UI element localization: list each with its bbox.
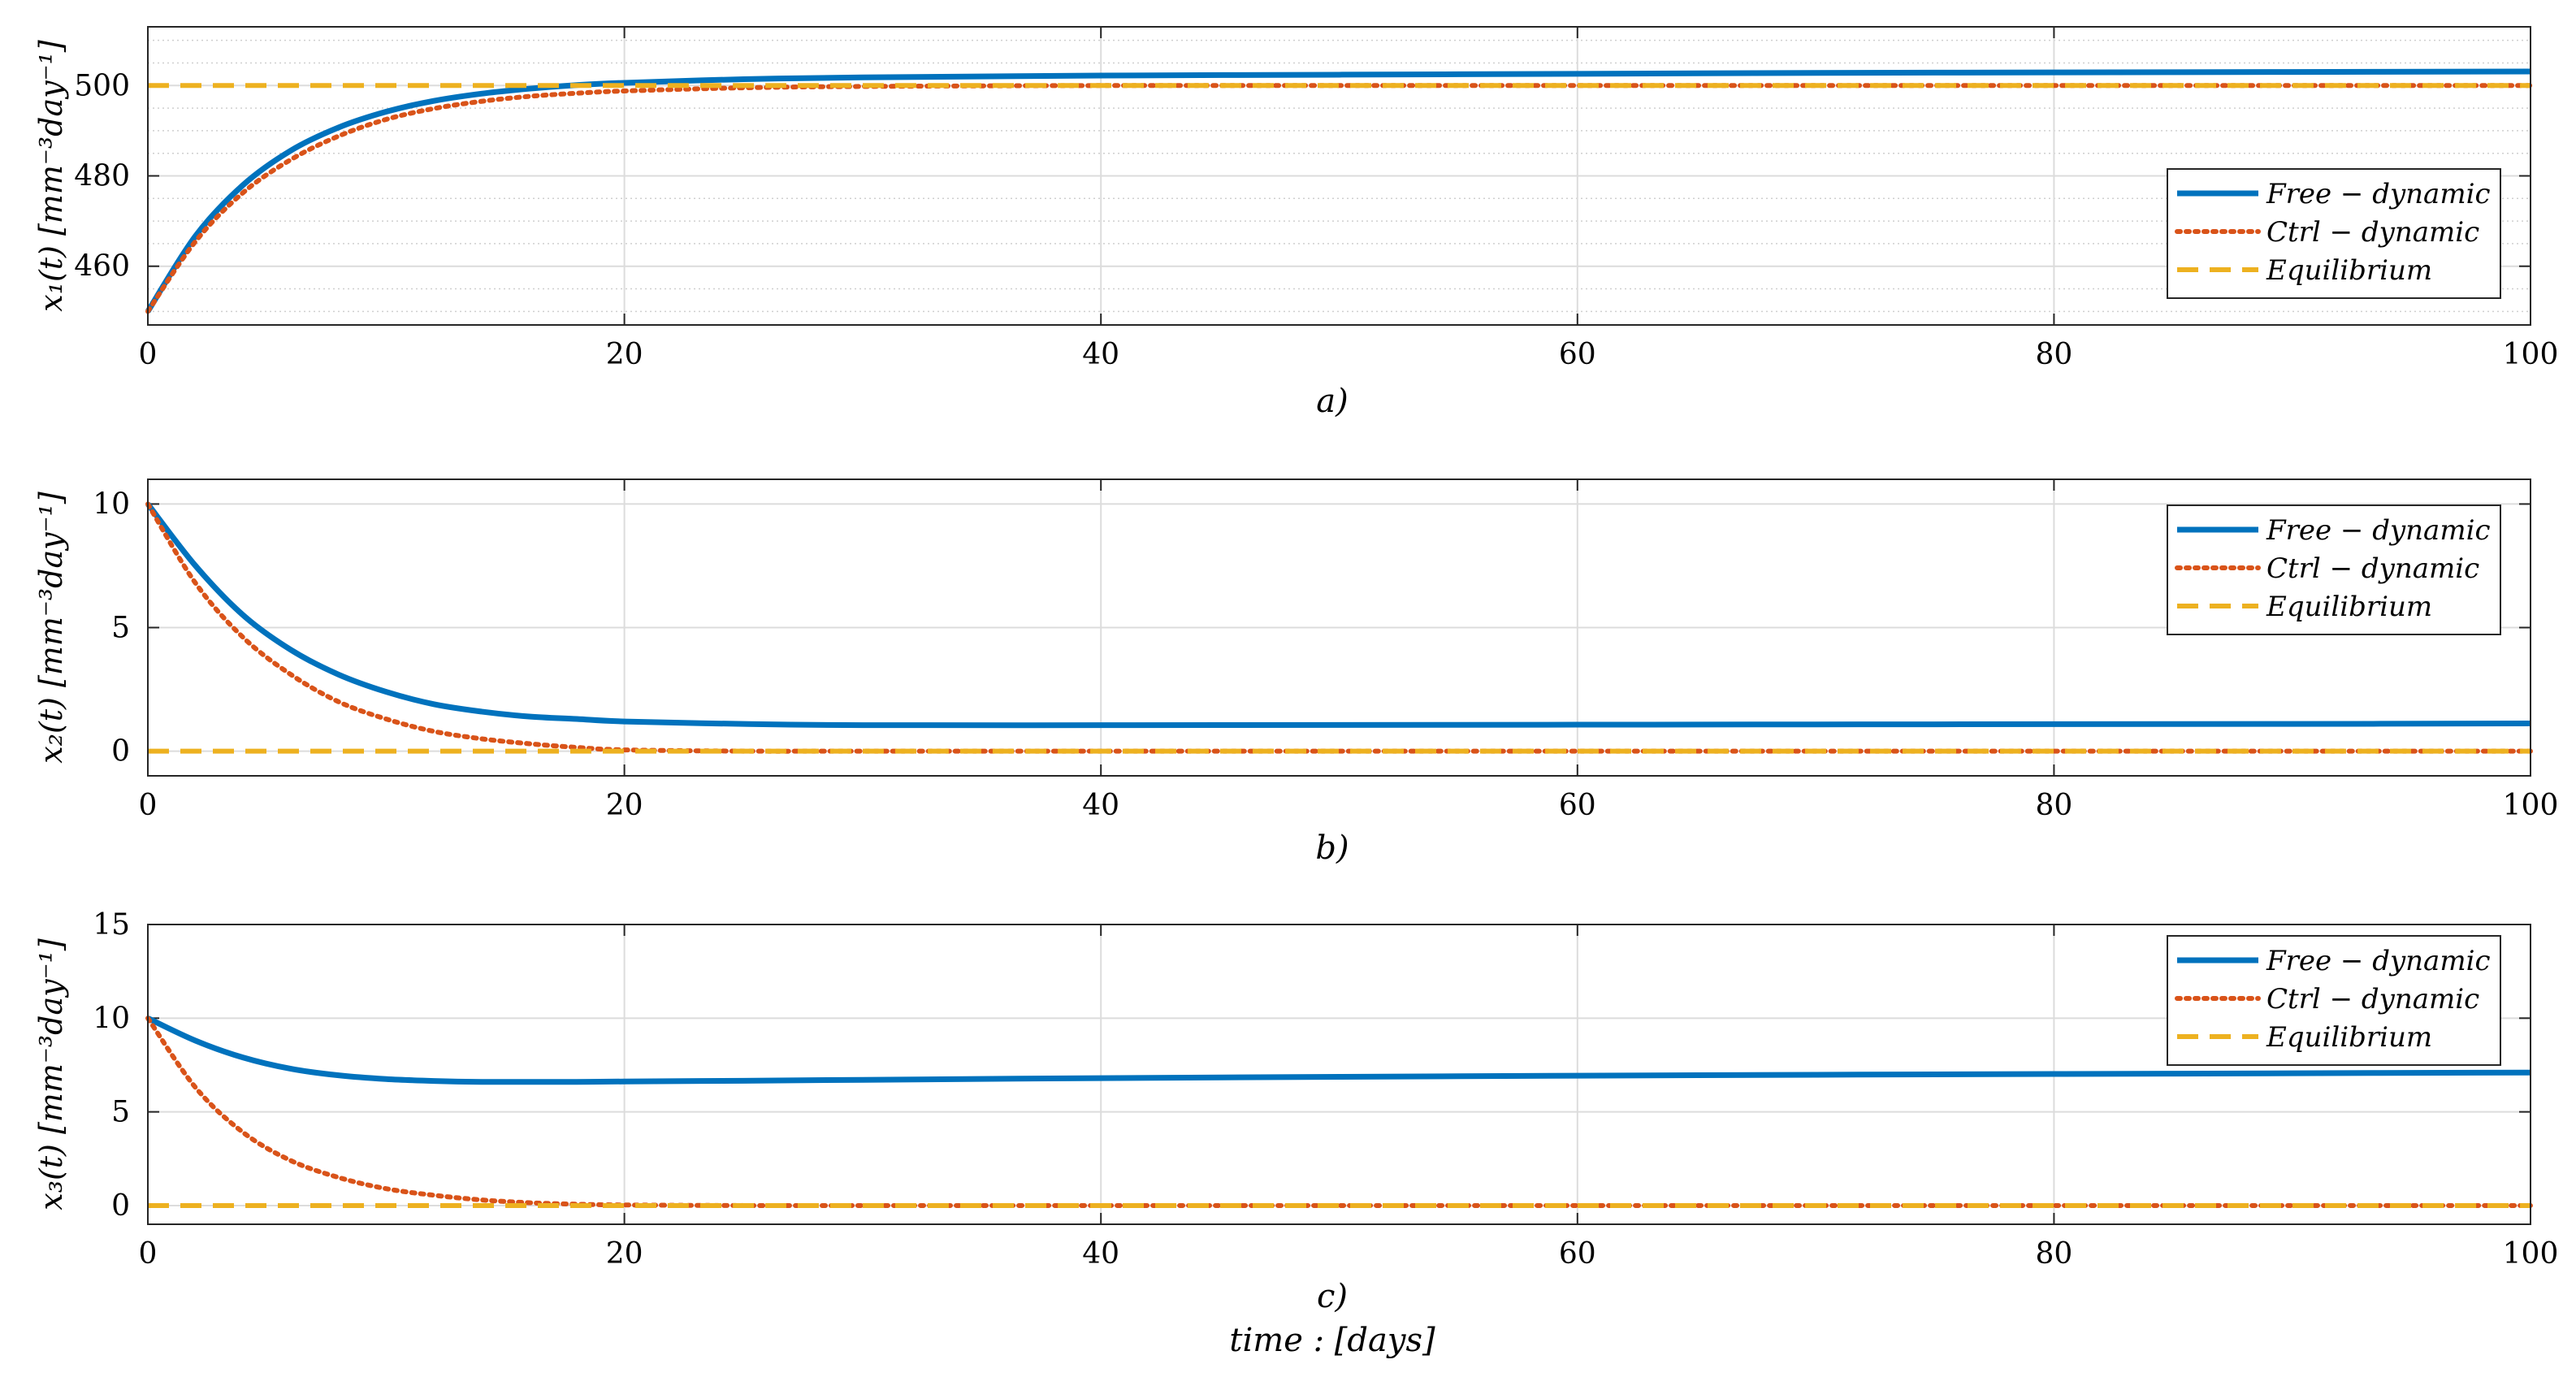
y-axis-title: x₂(t) [mm⁻³day⁻¹]	[33, 491, 69, 764]
y-tick-label: 5	[111, 1096, 130, 1129]
axes-box	[147, 478, 2531, 777]
legend: Free − dynamic Ctrl − dynamic Equilibrium	[2167, 168, 2501, 299]
y-tick-label: 10	[93, 487, 130, 521]
x-tick-label: 20	[606, 338, 643, 371]
x-tick-label: 20	[606, 789, 643, 822]
y-tick-label: 0	[111, 735, 130, 769]
series-line-free-dynamic	[145, 502, 2531, 729]
legend-label: Free − dynamic	[2266, 514, 2491, 547]
x-tick-label: 60	[1559, 789, 1596, 822]
y-tick-label: 10	[93, 1002, 130, 1035]
legend-label: Ctrl − dynamic	[2266, 983, 2479, 1015]
x-tick-label: 40	[1082, 338, 1119, 371]
x-tick-label: 80	[2035, 1237, 2072, 1271]
legend-label: Equilibrium	[2266, 591, 2432, 623]
legend-label: Ctrl − dynamic	[2266, 552, 2479, 585]
legend-label: Equilibrium	[2266, 254, 2432, 287]
panel-3: 0 20 40 60 80 100 0 5 10 15 x₃(t) [mm⁻³day⁻¹] Free …	[33, 908, 2558, 1271]
legend: Free − dynamic Ctrl − dynamic Equilibrium	[2167, 504, 2501, 635]
panel-b-label: b)	[1315, 829, 1349, 867]
x-tick-label: 80	[2035, 338, 2072, 371]
x-tick-label: 100	[2503, 1237, 2559, 1271]
y-tick-label: 500	[74, 69, 130, 102]
legend-label: Free − dynamic	[2266, 945, 2491, 977]
y-tick-label: 460	[74, 250, 130, 284]
x-axis-title: time : [days]	[1229, 1322, 1435, 1359]
legend: Free − dynamic Ctrl − dynamic Equilibrium	[2167, 935, 2501, 1066]
legend-label: Equilibrium	[2266, 1021, 2432, 1054]
y-axis-title: x₃(t) [mm⁻³day⁻¹]	[33, 938, 69, 1210]
y-axis-title: x₁(t) [mm⁻³day⁻¹]	[33, 40, 69, 312]
x-tick-label: 0	[139, 1237, 158, 1271]
x-tick-label: 60	[1559, 338, 1596, 371]
panel-c-label: c)	[1317, 1278, 1348, 1315]
x-tick-label: 0	[139, 338, 158, 371]
y-tick-label: 15	[93, 908, 130, 942]
x-tick-label: 20	[606, 1237, 643, 1271]
axes-box	[147, 26, 2531, 326]
legend-label: Ctrl − dynamic	[2266, 216, 2479, 249]
x-tick-label: 0	[139, 789, 158, 822]
x-tick-label: 80	[2035, 789, 2072, 822]
y-tick-label: 480	[74, 160, 130, 193]
panel-a-label: a)	[1316, 383, 1348, 420]
panel-2: 0 20 40 60 80 100 0 5 10 x₂(t) [mm⁻³day⁻¹] Free − …	[33, 478, 2559, 822]
y-tick-label: 5	[111, 612, 130, 645]
x-tick-label: 40	[1082, 1237, 1119, 1271]
x-tick-label: 100	[2503, 338, 2559, 371]
x-tick-label: 100	[2503, 789, 2559, 822]
series-line-free-dynamic	[145, 68, 2531, 314]
x-tick-label: 40	[1082, 789, 1119, 822]
y-tick-label: 0	[111, 1189, 130, 1223]
series-line-free-dynamic	[146, 1015, 2531, 1085]
axes-box	[147, 924, 2531, 1225]
legend-label: Free − dynamic	[2266, 178, 2491, 210]
x-tick-label: 60	[1559, 1237, 1596, 1271]
